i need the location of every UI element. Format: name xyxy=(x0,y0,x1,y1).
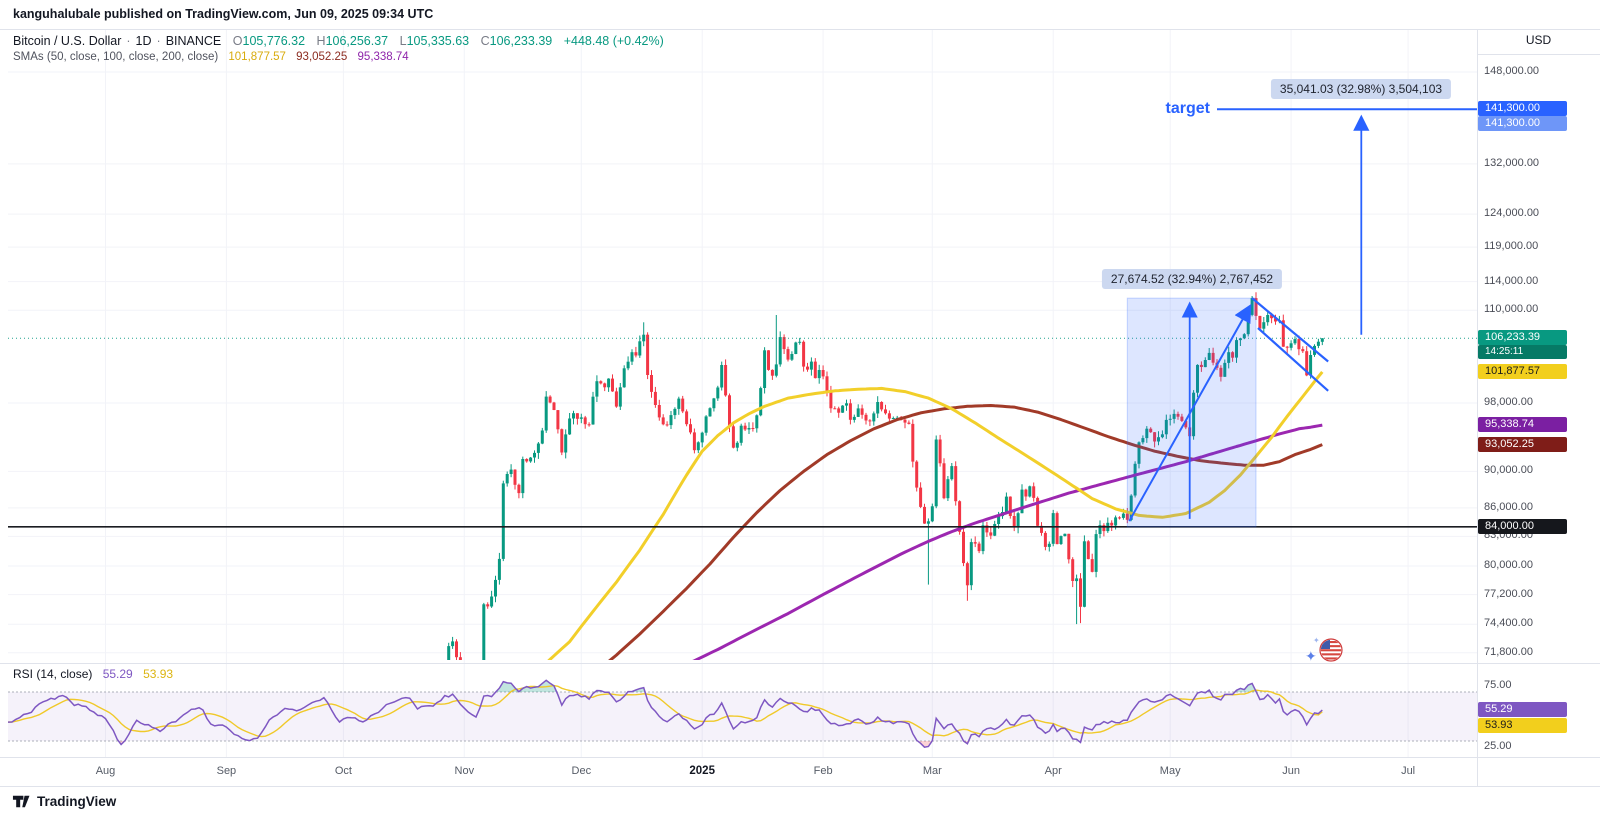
tradingview-logo-icon xyxy=(12,795,30,808)
rsi-legend-label: RSI (14, close) xyxy=(13,667,93,681)
svg-text:✦: ✦ xyxy=(1305,648,1317,664)
high-label: H xyxy=(316,34,326,48)
legend-dot: · xyxy=(156,34,161,48)
correction-channel-line xyxy=(1257,327,1329,392)
watermark-logo: ✦✦ xyxy=(1305,636,1343,664)
rsi-legend[interactable]: RSI (14, close) 55.29 53.93 xyxy=(13,667,173,681)
publish-attribution: kanguhalubale published on TradingView.c… xyxy=(13,7,434,21)
measure-label-rally[interactable]: 27,674.52 (32.94%) 2,767,452 xyxy=(1101,269,1283,289)
header-separator xyxy=(0,29,1600,30)
svg-text:✦: ✦ xyxy=(1313,636,1320,645)
symbol-legend[interactable]: Bitcoin / U.S. Dollar · 1D · BINANCE O105,77… xyxy=(13,34,664,48)
sma50-value: 101,877.57 xyxy=(228,51,286,63)
tradingview-logo-text: TradingView xyxy=(37,794,117,809)
low-label: L xyxy=(399,34,407,48)
sma200-line[interactable] xyxy=(671,423,1323,671)
footer-separator xyxy=(0,786,1600,787)
sma100-line[interactable] xyxy=(593,404,1323,675)
measure-box xyxy=(1127,298,1256,527)
grid xyxy=(8,30,1477,757)
low-value: 105,335.63 xyxy=(406,34,470,48)
symbol-name[interactable]: Bitcoin / U.S. Dollar xyxy=(13,34,122,48)
measure-label-target[interactable]: 35,041.03 (32.98%) 3,504,103 xyxy=(1270,79,1452,99)
usd-cell-separator xyxy=(1477,54,1600,55)
pane-separator xyxy=(0,663,1600,664)
sma-legend[interactable]: SMAs (50, close, 100, close, 200, close)… xyxy=(13,51,409,63)
open-label: O xyxy=(232,34,243,48)
rsi-pane[interactable] xyxy=(8,679,1477,749)
exchange-label: BINANCE xyxy=(165,34,222,48)
currency-unit-label: USD xyxy=(1525,33,1552,47)
rsi-ma-value: 53.93 xyxy=(143,667,174,681)
rsi-line xyxy=(8,679,1323,749)
rsi-value: 55.29 xyxy=(102,667,133,681)
sma200-value: 95,338.74 xyxy=(357,51,409,63)
change-value: +448.48 (+0.42%) xyxy=(563,34,664,48)
sma-legend-label: SMAs (50, close, 100, close, 200, close) xyxy=(13,51,219,63)
interval-label[interactable]: 1D xyxy=(135,34,152,48)
open-value: 105,776.32 xyxy=(242,34,306,48)
sma100-value: 93,052.25 xyxy=(296,51,348,63)
drawings-layer[interactable] xyxy=(1126,108,1477,528)
rsi-ma-line xyxy=(8,684,1323,738)
price-axis-separator xyxy=(1477,29,1478,787)
tradingview-logo[interactable]: TradingView xyxy=(12,792,116,811)
high-value: 106,256.37 xyxy=(325,34,389,48)
time-axis-separator xyxy=(0,757,1600,758)
target-annotation[interactable]: target xyxy=(1165,100,1210,117)
close-value: 106,233.39 xyxy=(489,34,553,48)
close-label: C xyxy=(480,34,490,48)
candles-layer[interactable] xyxy=(443,292,1324,684)
trend-arrow xyxy=(1128,303,1252,522)
correction-channel-line xyxy=(1251,297,1329,363)
legend-dot: · xyxy=(126,34,131,48)
